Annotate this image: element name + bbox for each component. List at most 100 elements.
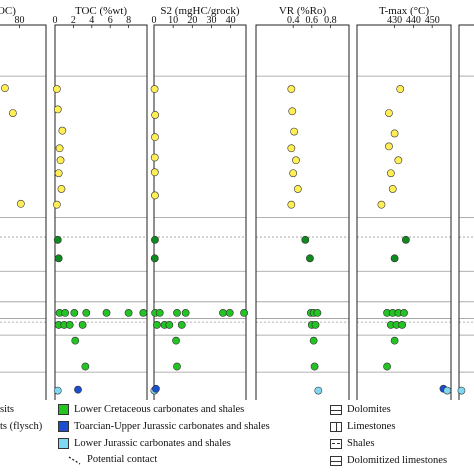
blue-swatch-icon — [58, 421, 69, 432]
data-point — [396, 85, 405, 93]
shale-pattern-icon — [330, 438, 342, 449]
legend-label: Limestones — [347, 421, 396, 432]
legend-item-toarcian: Toarcian-Upper Jurassic carbonates and s… — [58, 421, 270, 432]
data-point — [240, 308, 248, 317]
panel-frame — [255, 24, 350, 400]
data-point — [102, 308, 111, 317]
data-point — [293, 185, 302, 193]
data-point — [385, 109, 393, 117]
data-point — [290, 127, 299, 136]
data-point — [58, 126, 67, 135]
tick-label: 20 — [187, 15, 197, 26]
legend-label: ts (flysch) — [0, 421, 43, 432]
dolomitized-limestone-pattern-icon — [330, 455, 342, 466]
data-point — [289, 169, 298, 178]
data-point — [386, 169, 395, 178]
limestone-pattern-icon — [330, 421, 342, 432]
legend-label: Lower Cretaceous carbonates and shales — [74, 404, 245, 415]
data-point — [385, 142, 393, 151]
legend-item-lower-jurassic: Lower Jurassic carbonates and shales — [58, 438, 231, 449]
tick-label: 0 — [152, 15, 157, 26]
contact-line-icon — [68, 455, 81, 465]
data-point — [309, 336, 318, 345]
data-point — [124, 308, 133, 317]
data-point — [152, 384, 160, 393]
tick-label: 0.6 — [306, 15, 319, 26]
legend-item-sits: sits — [0, 404, 14, 415]
green-swatch-icon — [58, 404, 69, 415]
panel-frame — [153, 24, 247, 400]
data-point — [390, 129, 399, 138]
data-point — [377, 200, 386, 209]
data-point — [16, 199, 25, 208]
legend-item-dolomites: Dolomites — [330, 404, 391, 415]
data-point — [61, 308, 70, 317]
data-point — [150, 153, 159, 162]
data-point — [287, 85, 296, 93]
data-point — [398, 321, 407, 329]
legend-item-lower-cretaceous: Lower Cretaceous carbonates and shales — [58, 404, 244, 415]
data-point — [457, 386, 466, 395]
data-point — [151, 235, 159, 244]
tick-label: 30 — [207, 15, 217, 26]
tick-label: 8 — [126, 15, 131, 26]
data-point — [177, 321, 186, 329]
data-point — [74, 385, 82, 394]
data-point — [443, 386, 452, 395]
legend-label: Toarcian-Upper Jurassic carbonates and s… — [74, 421, 270, 432]
data-point — [53, 386, 62, 395]
legend-item-shales: Shales — [330, 438, 374, 449]
data-point — [56, 156, 65, 165]
data-point — [219, 308, 227, 317]
tick-label: 40 — [226, 15, 236, 26]
legend-label: Potential contact — [87, 454, 158, 465]
tick-label: 0.4 — [287, 15, 300, 26]
axis-title: VR (%Ro) — [279, 5, 327, 17]
data-point — [173, 308, 181, 317]
legend-label: Dolomitized limestones — [347, 455, 448, 466]
dolomite-pattern-icon — [330, 404, 342, 415]
data-point — [173, 362, 181, 371]
legend-item-potential-contact: Potential contact — [68, 454, 157, 465]
data-point — [151, 111, 160, 119]
data-point — [288, 107, 297, 116]
legend-item-limestones: Limestones — [330, 421, 395, 432]
data-point — [151, 133, 159, 142]
axis-title: O₂/gTOC) — [0, 5, 16, 17]
data-point — [401, 235, 410, 244]
tick-label: 6 — [108, 15, 113, 26]
data-point — [394, 156, 403, 165]
data-point — [53, 235, 62, 244]
data-point — [150, 85, 159, 93]
data-point — [311, 321, 320, 329]
legend-label: Dolomites — [347, 404, 391, 415]
axis-title: T-max (°C) — [379, 5, 429, 17]
legend-label: sits — [0, 404, 15, 415]
panel-frame — [0, 24, 47, 400]
data-point — [313, 308, 322, 317]
data-point — [139, 308, 148, 317]
data-point — [390, 254, 399, 263]
legend-label: Lower Jurassic carbonates and shales — [74, 438, 231, 449]
panel-frame — [54, 24, 148, 400]
data-point — [150, 254, 159, 263]
cyan-swatch-icon — [58, 438, 69, 449]
data-point — [53, 105, 62, 114]
tick-label: 440 — [406, 15, 421, 26]
data-point — [400, 308, 408, 317]
data-point — [301, 235, 310, 244]
data-point — [8, 109, 17, 117]
panel-frame — [356, 24, 452, 400]
tick-label: 450 — [425, 15, 440, 26]
data-point — [52, 200, 61, 209]
data-point — [65, 321, 74, 329]
data-point — [310, 362, 319, 371]
data-point — [287, 144, 296, 153]
data-point — [390, 336, 399, 345]
legend-label: Shales — [347, 438, 375, 449]
data-point — [1, 84, 9, 93]
tick-label: 2 — [71, 15, 76, 26]
panel-frame — [458, 24, 474, 400]
legend: sits ts (flysch) Lower Cretaceous carbon… — [0, 400, 474, 474]
tick-label: 0.8 — [324, 15, 337, 26]
